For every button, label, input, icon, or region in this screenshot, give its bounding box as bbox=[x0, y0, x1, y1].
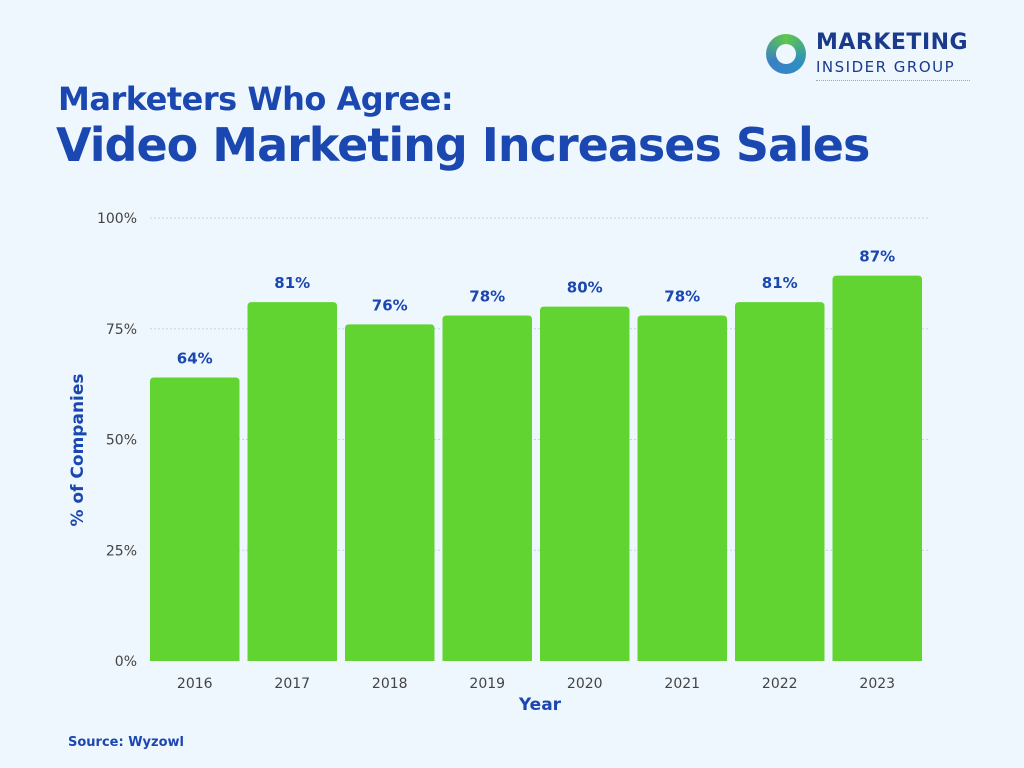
logo-underline bbox=[816, 80, 970, 81]
logo: MARKETING INSIDER GROUP bbox=[766, 30, 976, 81]
bar-2017 bbox=[247, 302, 337, 661]
y-tick-label: 75% bbox=[106, 322, 137, 338]
source-note: Source: Wyzowl bbox=[68, 735, 184, 750]
y-tick-label: 50% bbox=[106, 433, 137, 449]
x-tick-label: 2018 bbox=[372, 676, 408, 692]
bar-2018 bbox=[345, 324, 435, 661]
data-label: 64% bbox=[177, 349, 213, 367]
data-label: 80% bbox=[567, 279, 603, 297]
logo-line2: INSIDER GROUP bbox=[816, 58, 956, 76]
data-label: 78% bbox=[469, 287, 505, 305]
y-tick-label: 0% bbox=[115, 654, 137, 670]
x-tick-label: 2021 bbox=[664, 676, 700, 692]
bar-2019 bbox=[442, 315, 532, 661]
bar-2016 bbox=[150, 377, 240, 661]
y-tick-label: 100% bbox=[97, 211, 137, 227]
x-axis-title: Year bbox=[518, 695, 562, 715]
logo-line1: MARKETING bbox=[816, 30, 969, 55]
title-line1: Marketers Who Agree: bbox=[58, 80, 454, 118]
x-tick-label: 2023 bbox=[859, 676, 895, 692]
data-label: 78% bbox=[664, 287, 700, 305]
title-line2: Video Marketing Increases Sales bbox=[56, 118, 870, 172]
y-axis-title: % of Companies bbox=[68, 373, 88, 526]
bar-2023 bbox=[832, 275, 922, 661]
y-tick-label: 25% bbox=[106, 543, 137, 559]
x-tick-label: 2017 bbox=[274, 676, 310, 692]
logo-ring-icon bbox=[766, 34, 806, 74]
data-label: 81% bbox=[762, 274, 798, 292]
x-tick-label: 2022 bbox=[762, 676, 798, 692]
bar-2022 bbox=[735, 302, 825, 661]
bar-2021 bbox=[637, 315, 727, 661]
x-tick-label: 2016 bbox=[177, 676, 213, 692]
bar-2020 bbox=[540, 306, 630, 661]
x-tick-label: 2020 bbox=[567, 676, 603, 692]
data-label: 81% bbox=[274, 274, 310, 292]
x-tick-label: 2019 bbox=[469, 676, 505, 692]
data-label: 76% bbox=[372, 296, 408, 314]
data-label: 87% bbox=[859, 248, 895, 266]
